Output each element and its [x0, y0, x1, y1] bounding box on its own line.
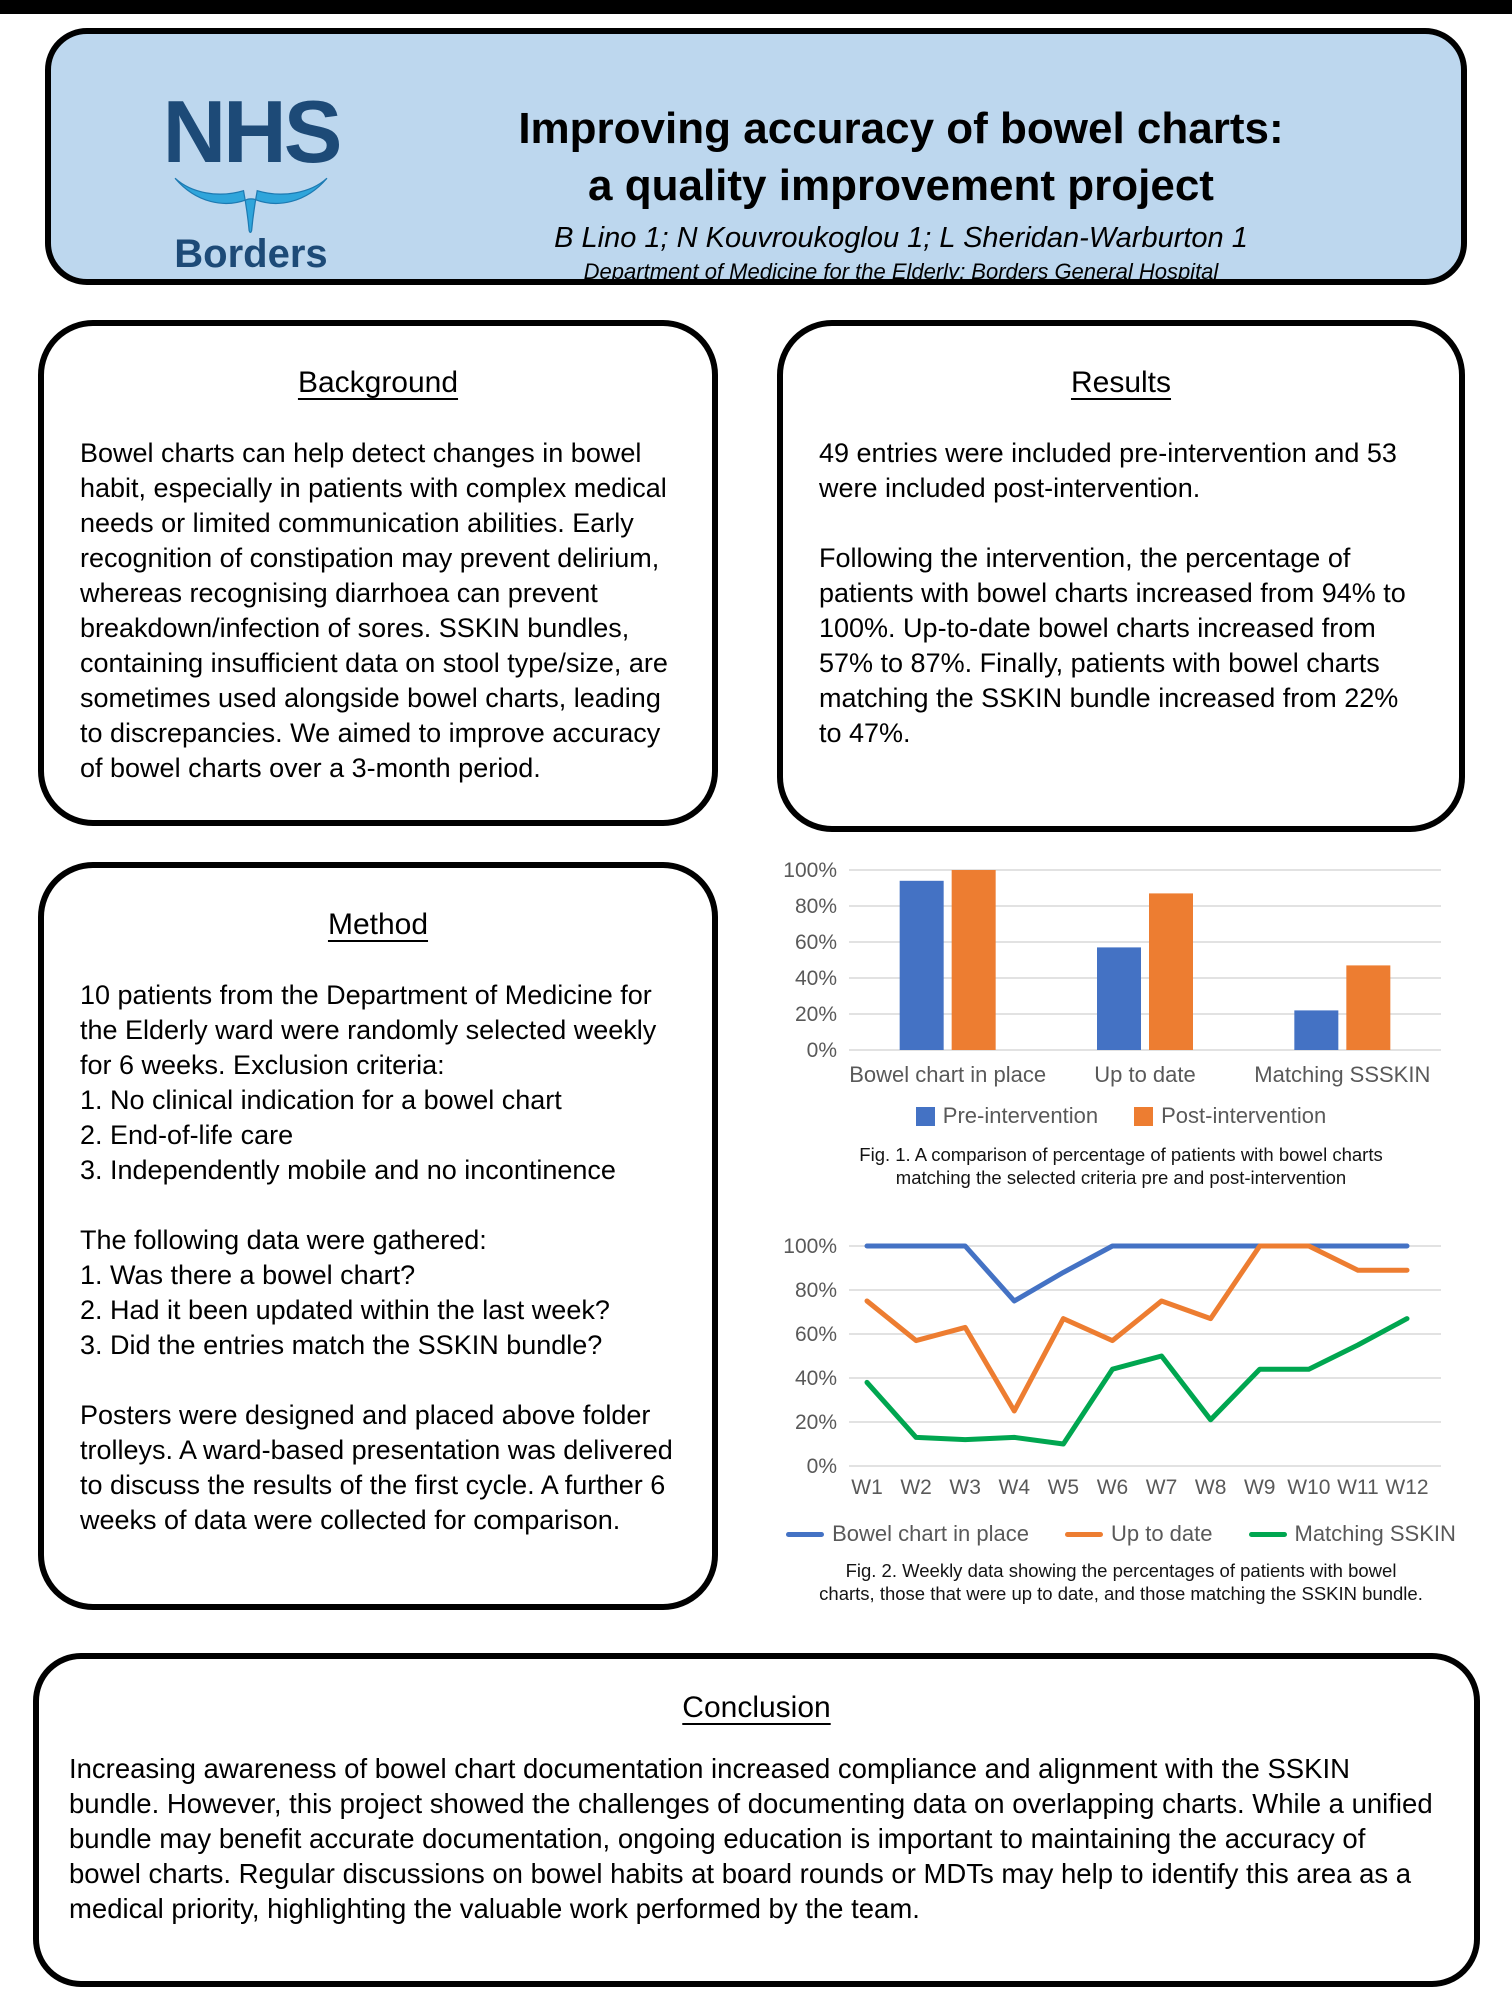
fig2-legend: Bowel chart in place Up to date Matching… [777, 1521, 1465, 1547]
method-exclusion-list: 1. No clinical indication for a bowel ch… [44, 1083, 712, 1188]
exclusion-item: 3. Independently mobile and no incontine… [80, 1155, 616, 1185]
legend-label-bowel-chart: Bowel chart in place [832, 1521, 1029, 1546]
svg-text:0%: 0% [807, 1039, 837, 1062]
nhs-swoosh-icon [174, 177, 328, 233]
fig2-line-chart: 0% 20% 40% 60% 80% 100% W1 W2 W3 W4 W5 W6 W7 W8 W9 W10 W… [777, 1228, 1465, 1605]
conclusion-body: Increasing awareness of bowel chart docu… [69, 1753, 1433, 1924]
svg-text:100%: 100% [783, 1235, 837, 1258]
conclusion-heading: Conclusion [682, 1691, 831, 1724]
fig1-chart-canvas: 0% 20% 40% 60% 80% 100% Bowel chart in place Up… [783, 859, 1441, 1087]
data-item: 1. Was there a bowel chart? [80, 1260, 416, 1290]
legend-item-post-intervention: Post-intervention [1134, 1103, 1326, 1129]
svg-text:Up to date: Up to date [1094, 1062, 1196, 1087]
fig2-caption-line1: Fig. 2. Weekly data showing the percenta… [845, 1560, 1397, 1581]
conclusion-box: Conclusion Increasing awareness of bowel… [33, 1653, 1480, 1987]
svg-text:W7: W7 [1146, 1476, 1178, 1499]
poster-title-line1: Improving accuracy of bowel charts: [518, 104, 1284, 153]
exclusion-item: 1. No clinical indication for a bowel ch… [80, 1085, 562, 1115]
fig1-caption: Fig. 1. A comparison of percentage of pa… [777, 1143, 1465, 1189]
results-paragraph-2: Following the intervention, the percenta… [819, 543, 1406, 748]
legend-line-swatch-up-to-date [1064, 1531, 1103, 1537]
svg-text:W12: W12 [1385, 1476, 1428, 1499]
exclusion-item: 2. End-of-life care [80, 1120, 294, 1150]
method-intro: 10 patients from the Department of Medic… [80, 980, 657, 1080]
data-item: 3. Did the entries match the SSKIN bundl… [80, 1330, 603, 1360]
svg-text:20%: 20% [795, 1411, 837, 1434]
svg-text:W4: W4 [999, 1476, 1031, 1499]
nhs-logo-text: NHS [162, 82, 343, 181]
legend-swatch-post-intervention [1134, 1106, 1154, 1126]
legend-line-swatch-matching-sskin [1248, 1531, 1287, 1537]
svg-text:W1: W1 [851, 1476, 883, 1499]
svg-text:Matching SSSKIN: Matching SSSKIN [1254, 1062, 1430, 1087]
svg-text:60%: 60% [795, 931, 837, 954]
svg-text:0%: 0% [807, 1455, 837, 1478]
fig2-chart-canvas: 0% 20% 40% 60% 80% 100% W1 W2 W3 W4 W5 W6 W7 W8 W9 W10 W… [783, 1235, 1441, 1499]
authors-line: B Lino 1; N Kouvroukoglou 1; L Sheridan-… [554, 222, 1248, 254]
fig1-bar-chart: 0% 20% 40% 60% 80% 100% Bowel chart in place Up… [777, 859, 1465, 1189]
svg-text:W11: W11 [1337, 1476, 1379, 1499]
method-data-intro: The following data were gathered: [80, 1225, 487, 1255]
fig2-caption-line2: charts, those that were up to date, and … [819, 1583, 1423, 1604]
method-box: Method 10 patients from the Department o… [38, 862, 718, 1610]
legend-line-swatch-bowel-chart [786, 1531, 825, 1537]
svg-text:W8: W8 [1195, 1476, 1227, 1499]
fig2-caption: Fig. 2. Weekly data showing the percenta… [777, 1559, 1465, 1605]
method-heading: Method [327, 908, 429, 941]
svg-text:80%: 80% [795, 895, 837, 918]
svg-text:W10: W10 [1287, 1476, 1330, 1499]
legend-label-pre-intervention: Pre-intervention [942, 1103, 1099, 1128]
legend-item-pre-intervention: Pre-intervention [915, 1103, 1099, 1129]
background-body: Bowel charts can help detect changes in … [80, 438, 668, 783]
fig1-caption-line2: matching the selected criteria pre and p… [895, 1167, 1347, 1188]
method-data-list: 1. Was there a bowel chart? 2. Had it be… [44, 1258, 712, 1363]
svg-text:W3: W3 [949, 1476, 981, 1499]
page-top-border [0, 0, 1512, 14]
department-line: Department of Medicine for the Elderly; … [583, 259, 1219, 284]
poster-title-line2: a quality improvement project [588, 161, 1214, 210]
legend-item-bowel-chart-in-place: Bowel chart in place [786, 1521, 1029, 1547]
svg-text:40%: 40% [795, 1367, 837, 1390]
results-heading: Results [1070, 366, 1172, 399]
svg-text:80%: 80% [795, 1279, 837, 1302]
svg-text:40%: 40% [795, 967, 837, 990]
poster-title-block: Improving accuracy of bowel charts: a qu… [381, 100, 1421, 285]
legend-label-post-intervention: Post-intervention [1161, 1103, 1327, 1128]
legend-item-up-to-date: Up to date [1064, 1521, 1213, 1547]
background-heading: Background [297, 366, 459, 399]
legend-label-up-to-date: Up to date [1110, 1521, 1213, 1546]
svg-text:100%: 100% [783, 860, 837, 882]
method-posters-paragraph: Posters were designed and placed above f… [80, 1400, 673, 1535]
background-box: Background Bowel charts can help detect … [38, 320, 718, 826]
svg-text:60%: 60% [795, 1323, 837, 1346]
svg-text:W6: W6 [1097, 1476, 1129, 1499]
legend-label-matching-sskin: Matching SSKIN [1294, 1521, 1456, 1546]
header-box: NHS Borders Improving accuracy of bowel … [45, 28, 1467, 285]
fig1-legend: Pre-intervention Post-intervention [777, 1103, 1465, 1129]
svg-text:W2: W2 [900, 1476, 932, 1499]
results-box: Results 49 entries were included pre-int… [777, 320, 1465, 832]
legend-item-matching-sskin: Matching SSKIN [1248, 1521, 1456, 1547]
results-paragraph-1: 49 entries were included pre-interventio… [819, 438, 1397, 503]
legend-swatch-pre-intervention [915, 1106, 935, 1126]
svg-text:W5: W5 [1048, 1476, 1080, 1499]
svg-text:W9: W9 [1244, 1476, 1276, 1499]
nhs-borders-logo: NHS Borders [123, 82, 379, 277]
svg-text:20%: 20% [795, 1003, 837, 1026]
data-item: 2. Had it been updated within the last w… [80, 1295, 610, 1325]
nhs-logo-subtext: Borders [174, 231, 328, 276]
fig1-caption-line1: Fig. 1. A comparison of percentage of pa… [859, 1144, 1383, 1165]
svg-text:Bowel chart in place: Bowel chart in place [849, 1062, 1046, 1087]
